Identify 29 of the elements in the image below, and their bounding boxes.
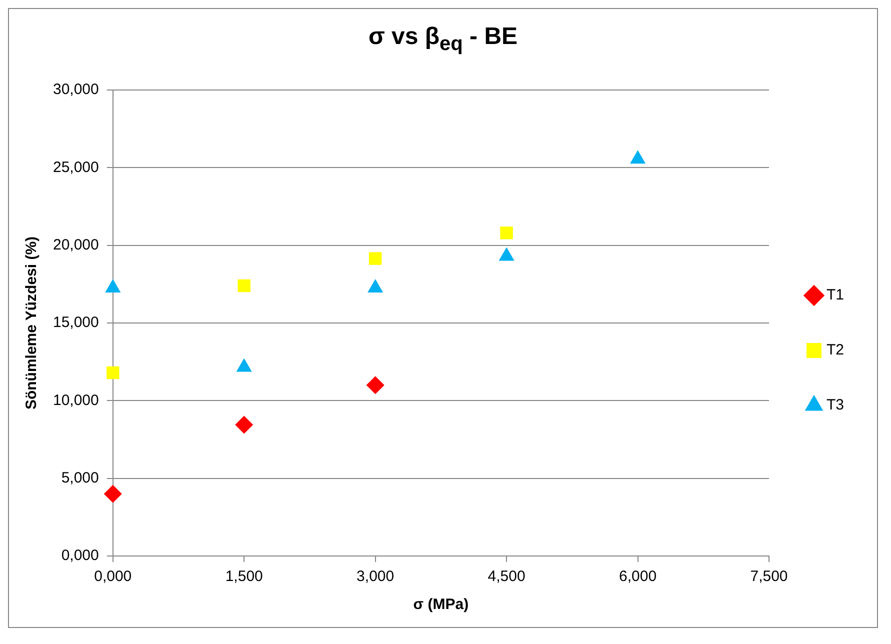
point [630, 150, 646, 164]
y-tick-label: 30,000 [52, 81, 99, 98]
point [366, 376, 384, 394]
chart-title: σ vs β$_{eq}$ - BE [367, 23, 519, 57]
point [105, 279, 121, 293]
point [368, 279, 384, 293]
x-tick-label: 4,500 [488, 568, 526, 586]
point [368, 252, 382, 265]
point [235, 416, 254, 434]
x-tick-label: 1,500 [225, 568, 263, 586]
point [104, 484, 122, 503]
y-tick-label: 10,000 [52, 392, 99, 409]
point [238, 279, 250, 292]
y-tick-label: 15,000 [52, 314, 99, 332]
legend-label: T1 [826, 286, 844, 304]
y-tick-label: 20,000 [52, 236, 99, 254]
y-tick-label: 5,000 [61, 469, 99, 486]
legend-label: T2 [826, 342, 844, 359]
x-axis-title: σ (MPa) [413, 596, 469, 614]
y-axis-title: Sönümleme Yüzdesi (%) [23, 236, 40, 410]
y-tick-label: 25,000 [52, 158, 99, 176]
point [498, 247, 514, 261]
x-tick-label: 6,000 [619, 568, 657, 586]
point [106, 366, 120, 380]
x-tick-label: 3,000 [356, 568, 394, 586]
x-tick-label: 0,000 [94, 568, 132, 586]
legend-label: T3 [826, 396, 844, 414]
y-tick-label: 0,000 [61, 547, 99, 564]
x-tick-label: 7,500 [750, 568, 788, 586]
